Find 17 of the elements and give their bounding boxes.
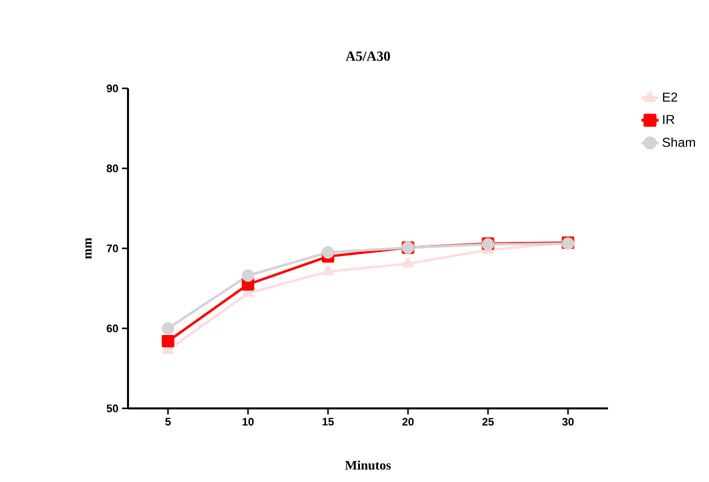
x-tick-label: 15 [322,418,334,426]
x-tick-label: 30 [562,418,574,426]
y-tick-label: 50 [106,404,118,412]
chart-title: A5/A30 [346,51,390,61]
legend-label: Sham [662,137,695,147]
y-axis-title: mm [85,238,92,259]
legend-label: IR [663,115,674,124]
x-tick-label: 20 [402,418,414,426]
legend-label: E2 [663,92,678,102]
y-tick-label: 90 [106,84,118,92]
y-tick-label: 70 [106,244,118,252]
y-tick-label: 60 [106,324,118,332]
x-axis-title: Minutos [345,460,391,470]
x-tick-label: 10 [242,418,254,426]
x-tick-label: 5 [165,418,171,426]
x-tick-label: 25 [482,418,494,426]
y-tick-label: 80 [106,164,118,172]
